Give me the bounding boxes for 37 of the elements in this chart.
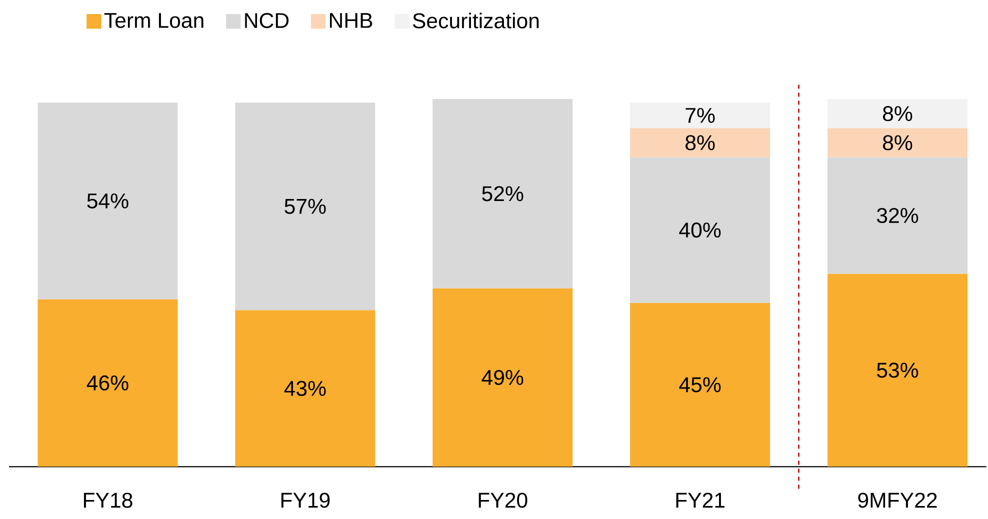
x-tick-label: FY18	[84, 492, 132, 508]
legend-label: Securitization	[412, 12, 539, 29]
data-label: 43%	[284, 381, 326, 396]
bar	[38, 299, 178, 467]
bar	[828, 128, 968, 158]
data-label: 54%	[87, 194, 128, 209]
data-label: 52%	[482, 186, 524, 202]
data-label: 8%	[686, 135, 715, 150]
bar	[432, 99, 573, 288]
data-label: 7%	[686, 108, 715, 124]
data-label: 45%	[679, 377, 721, 392]
bar	[38, 102, 178, 300]
x-tick-label: 9MFY22	[858, 492, 937, 508]
bar	[630, 157, 770, 304]
bar	[630, 102, 770, 128]
data-label: 53%	[877, 362, 918, 378]
bar	[432, 288, 573, 467]
data-label: 46%	[86, 376, 128, 391]
data-label: 8%	[883, 106, 912, 122]
bar	[630, 128, 770, 158]
x-tick-label: FY20	[478, 492, 528, 508]
bar	[828, 99, 968, 128]
x-tick-label: FY21	[676, 492, 724, 508]
legend-label: Term Loan	[104, 13, 204, 28]
data-label: 32%	[876, 208, 918, 224]
bar	[235, 102, 376, 310]
data-label: 57%	[284, 199, 326, 214]
data-label: 8%	[883, 135, 912, 150]
legend-label: NCD	[245, 13, 289, 28]
bar	[828, 157, 968, 274]
x-tick-label: FY19	[281, 492, 330, 508]
legend-label: NHB	[330, 13, 372, 28]
bar	[235, 310, 376, 467]
bar	[828, 274, 968, 467]
data-label: 49%	[482, 370, 524, 386]
bar	[630, 303, 770, 467]
data-label: 40%	[679, 222, 721, 238]
